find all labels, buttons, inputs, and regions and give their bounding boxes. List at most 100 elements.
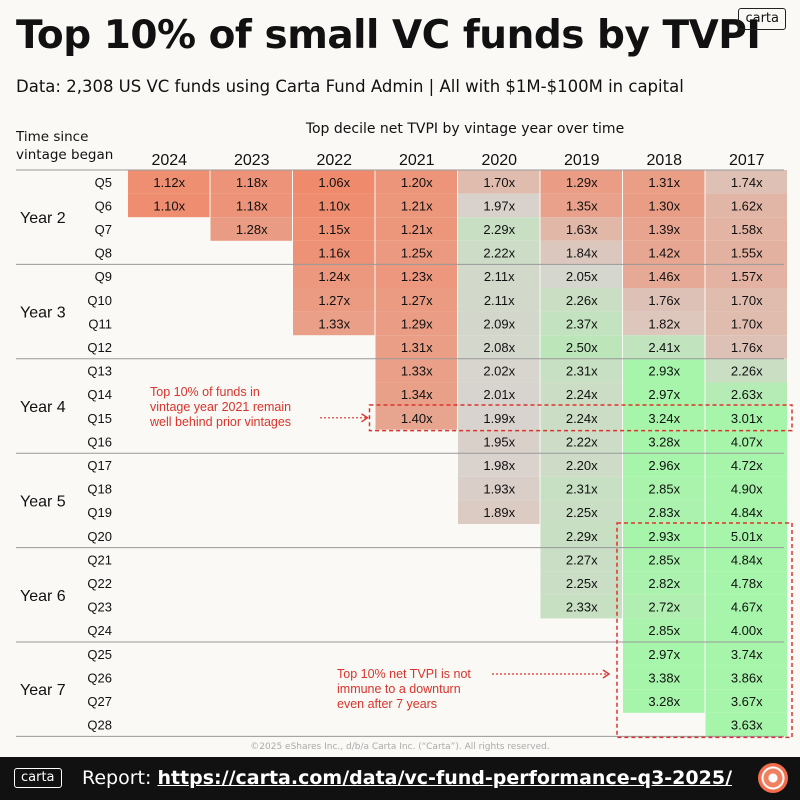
cell-Q10-2020 [458,288,540,312]
cell-label-Q17-2018: 2.96x [648,458,680,473]
cell-label-Q11-2022: 1.33x [318,316,350,331]
cell-label-Q26-2018: 3.38x [648,670,680,685]
column-header-2022: 2022 [316,152,352,169]
cell-label-Q27-2017: 3.67x [731,694,763,709]
cell-Q18-2018 [623,476,705,501]
year-group-label-3: Year 4 [20,399,66,416]
cell-Q12-2019 [540,335,622,359]
cell-Q23-2019 [540,594,622,619]
cell-label-Q5-2021: 1.20x [401,175,433,190]
cell-label-Q6-2023: 1.18x [236,198,268,213]
cell-Q5-2023 [210,170,292,194]
cell-Q15-2019 [540,406,622,430]
row-axis-label-line-2: vintage began [16,147,114,163]
cell-label-Q8-2019: 1.84x [566,246,598,261]
cell-Q17-2017 [705,453,787,477]
year-group-label-2: Year 3 [20,305,66,322]
cell-label-Q23-2018: 2.72x [648,600,680,615]
cell-Q7-2023 [210,217,292,241]
report-url-link[interactable]: https://carta.com/data/vc-fund-performan… [157,767,733,789]
cell-label-Q6-2024: 1.10x [153,198,185,213]
row-label-Q21: Q21 [87,552,112,567]
cell-Q5-2018 [623,170,705,194]
cell-Q13-2018 [623,358,705,383]
cell-Q11-2017 [705,311,787,336]
cell-label-Q23-2017: 4.67x [731,600,763,615]
carta-logo[interactable]: carta [738,8,786,30]
copyright-text: ©2025 eShares Inc., d/b/a Carta Inc. (“C… [250,742,550,752]
page-title: Top 10% of small VC funds by TVPI [16,13,761,58]
cell-label-Q5-2017: 1.74x [731,175,763,190]
annotation-2-line-2: immune to a downturn [337,682,461,696]
cell-Q6-2020 [458,193,540,218]
annotation-highlight-box-2 [616,522,793,739]
cell-label-Q22-2018: 2.82x [648,576,680,591]
cell-label-Q12-2021: 1.31x [401,340,433,355]
cell-label-Q17-2017: 4.72x [731,458,763,473]
cell-label-Q22-2017: 4.78x [731,576,763,591]
cell-label-Q15-2021: 1.40x [401,411,433,426]
cell-label-Q21-2017: 4.84x [731,552,763,567]
cell-Q7-2022 [293,217,375,241]
column-header-2019: 2019 [564,152,600,169]
cell-label-Q24-2017: 4.00x [731,623,763,638]
cell-Q6-2022 [293,193,375,218]
footer-carta-logo[interactable]: carta [14,768,62,788]
cell-Q22-2018 [623,571,705,595]
report-label: Report: [82,767,158,789]
cell-Q12-2018 [623,335,705,359]
cell-label-Q6-2022: 1.10x [318,198,350,213]
cell-Q6-2021 [375,193,457,218]
cell-Q25-2017 [705,642,787,666]
cell-Q9-2017 [705,264,787,288]
cell-label-Q25-2017: 3.74x [731,647,763,662]
cell-Q17-2019 [540,453,622,477]
cell-Q10-2022 [293,288,375,312]
cell-Q15-2021 [375,406,457,430]
chart-title: Top decile net TVPI by vintage year over… [305,121,625,137]
column-header-2024: 2024 [151,152,187,169]
cell-label-Q9-2017: 1.57x [731,269,763,284]
cell-Q19-2019 [540,500,622,524]
column-header-2017: 2017 [729,152,765,169]
cell-Q8-2022 [293,240,375,265]
row-label-Q9: Q9 [95,269,112,284]
cell-label-Q6-2019: 1.35x [566,198,598,213]
annotation-2-line-3: even after 7 years [337,697,437,711]
row-label-Q17: Q17 [87,458,112,473]
cell-label-Q8-2017: 1.55x [731,246,763,261]
cell-Q8-2020 [458,240,540,265]
cell-Q8-2019 [540,240,622,265]
cell-label-Q7-2020: 2.29x [483,222,515,237]
cell-label-Q25-2018: 2.97x [648,647,680,662]
cell-Q14-2021 [375,382,457,406]
cell-Q20-2017 [705,524,787,548]
cell-Q21-2017 [705,547,787,572]
cell-Q8-2021 [375,240,457,265]
annotation-1-line-1: Top 10% of funds in [150,385,260,399]
row-label-Q18: Q18 [87,482,112,497]
cell-Q9-2018 [623,264,705,288]
cell-Q28-2017 [705,712,787,737]
cell-Q16-2019 [540,429,622,454]
cell-label-Q14-2017: 2.63x [731,387,763,402]
cell-label-Q11-2018: 1.82x [648,316,680,331]
cell-Q7-2020 [458,217,540,241]
row-label-Q8: Q8 [95,246,112,261]
carta-target-icon [758,763,788,793]
cell-label-Q14-2019: 2.24x [566,387,598,402]
cell-Q11-2020 [458,311,540,336]
row-label-Q20: Q20 [87,529,112,544]
cell-label-Q23-2019: 2.33x [566,600,598,615]
cell-Q11-2019 [540,311,622,336]
cell-Q13-2017 [705,358,787,383]
column-header-2020: 2020 [481,152,517,169]
cell-Q6-2024 [128,193,210,218]
cell-Q5-2017 [705,170,787,194]
cell-label-Q16-2019: 2.22x [566,434,598,449]
cell-label-Q20-2017: 5.01x [731,529,763,544]
cell-Q13-2021 [375,358,457,383]
annotation-1-line-2: vintage year 2021 remain [150,400,291,414]
cell-label-Q14-2021: 1.34x [401,387,433,402]
row-label-Q7: Q7 [95,222,112,237]
